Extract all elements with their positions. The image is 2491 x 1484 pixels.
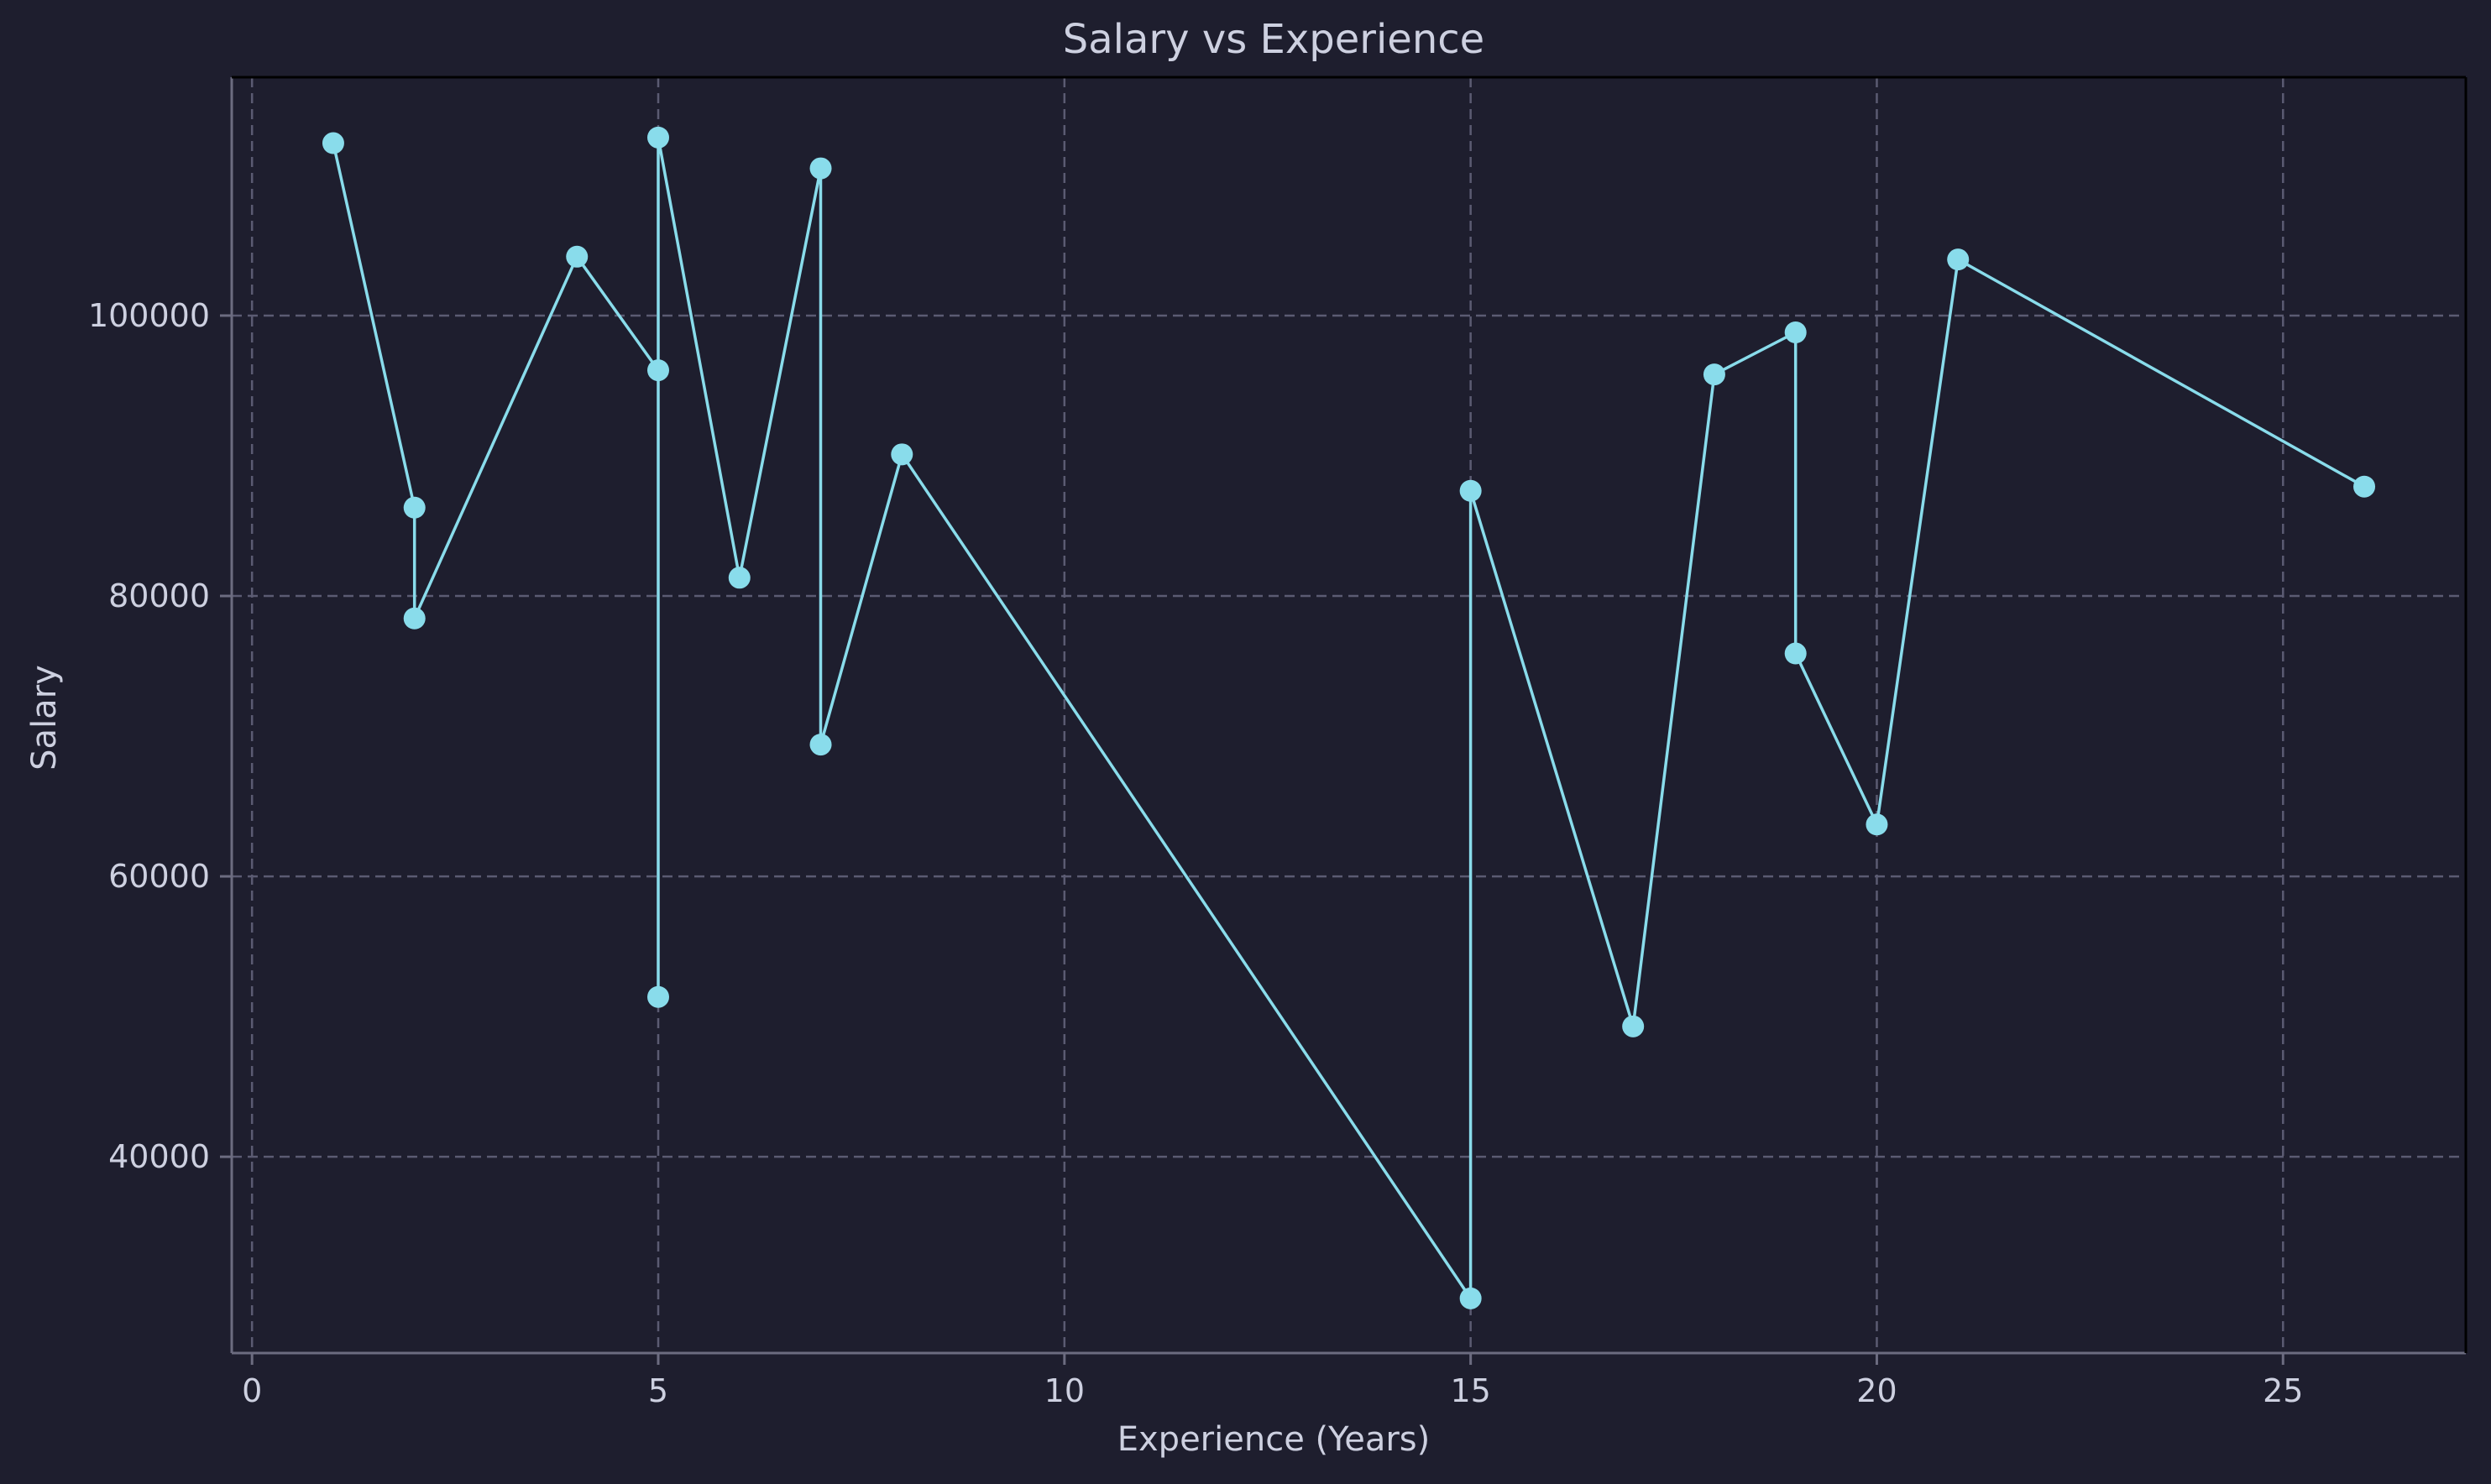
data-point	[1784, 321, 1807, 343]
data-point	[647, 126, 670, 149]
data-point	[1459, 1287, 1482, 1309]
data-point	[403, 496, 426, 519]
data-point	[809, 734, 832, 756]
data-point	[403, 607, 426, 630]
data-point	[891, 443, 913, 466]
data-series	[322, 126, 2376, 1309]
data-point	[1459, 479, 1482, 502]
axes	[230, 76, 2467, 1355]
series-line	[332, 136, 2365, 1300]
x-tick-label: 20	[1856, 1372, 1897, 1409]
data-point	[647, 985, 670, 1008]
data-point	[1703, 363, 1725, 386]
data-point	[322, 132, 344, 154]
y-tick-label: 40000	[108, 1138, 210, 1175]
data-point	[809, 157, 832, 180]
y-axis-label: Salary	[25, 665, 64, 771]
x-tick-label: 25	[2263, 1372, 2303, 1409]
x-tick-label: 10	[1044, 1372, 1085, 1409]
data-point	[647, 359, 670, 382]
x-tick-label: 0	[242, 1372, 262, 1409]
data-point	[2353, 475, 2376, 498]
tick-labels: 0 5 10 15 20 25 40000 60000 80000 100000	[88, 297, 2304, 1409]
data-point	[1947, 248, 1970, 271]
chart-title: Salary vs Experience	[1063, 16, 1484, 63]
data-point	[1866, 813, 1888, 836]
x-axis-label: Experience (Years)	[1117, 1420, 1431, 1459]
data-point	[1622, 1015, 1645, 1037]
x-tick-label: 5	[648, 1372, 668, 1409]
data-point	[1784, 642, 1807, 665]
y-tick-label: 80000	[108, 577, 210, 614]
x-tick-label: 15	[1450, 1372, 1490, 1409]
y-tick-label: 100000	[88, 297, 210, 334]
y-tick-label: 60000	[108, 858, 210, 895]
data-point	[566, 245, 589, 268]
data-point	[728, 567, 751, 589]
